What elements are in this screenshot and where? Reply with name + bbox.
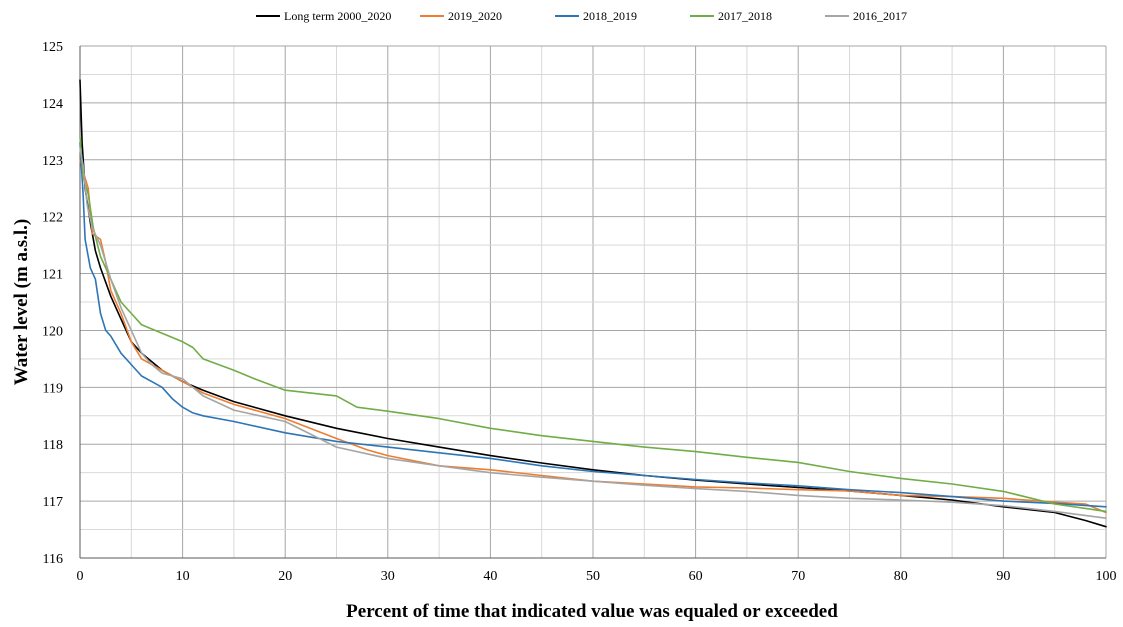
series-line-1 (79, 159, 1107, 514)
x-tick-label: 70 (791, 569, 805, 584)
y-tick-label: 123 (42, 154, 63, 169)
y-tick-label: 121 (42, 268, 63, 283)
series-line-4 (79, 147, 1107, 519)
legend-label-2: 2018_2019 (583, 9, 637, 23)
series-lines (79, 79, 1107, 528)
legend: Long term 2000_2020 2019_2020 2018_2019 201… (256, 9, 907, 23)
x-tick-label: 80 (894, 569, 908, 584)
x-tick-label: 50 (586, 569, 600, 584)
x-axis-label: Percent of time that indicated value was… (346, 601, 838, 622)
y-tick-label: 125 (42, 40, 63, 55)
x-axis-ticks: 0 10 20 30 40 50 60 70 80 90 100 (77, 569, 1117, 584)
x-tick-label: 100 (1096, 569, 1117, 584)
x-tick-label: 60 (689, 569, 703, 584)
x-tick-label: 20 (278, 569, 292, 584)
x-tick-label: 10 (176, 569, 190, 584)
x-tick-label: 0 (77, 569, 84, 584)
y-tick-label: 118 (43, 438, 63, 453)
y-axis-ticks: 116 117 118 119 120 121 122 123 124 125 (42, 40, 63, 567)
legend-label-4: 2016_2017 (853, 9, 907, 23)
y-tick-label: 122 (42, 211, 63, 226)
x-tick-label: 90 (996, 569, 1010, 584)
legend-label-0: Long term 2000_2020 (284, 9, 391, 23)
y-tick-label: 119 (43, 381, 63, 396)
legend-label-1: 2019_2020 (448, 9, 502, 23)
y-tick-label: 116 (43, 552, 63, 567)
x-tick-label: 40 (483, 569, 497, 584)
legend-label-3: 2017_2018 (718, 9, 772, 23)
y-tick-label: 124 (42, 97, 63, 112)
y-tick-label: 117 (43, 495, 63, 510)
series-line-2 (79, 141, 1107, 508)
y-tick-label: 120 (42, 324, 63, 339)
x-tick-label: 30 (381, 569, 395, 584)
y-axis-label: Water level (m a.s.l.) (11, 219, 32, 385)
